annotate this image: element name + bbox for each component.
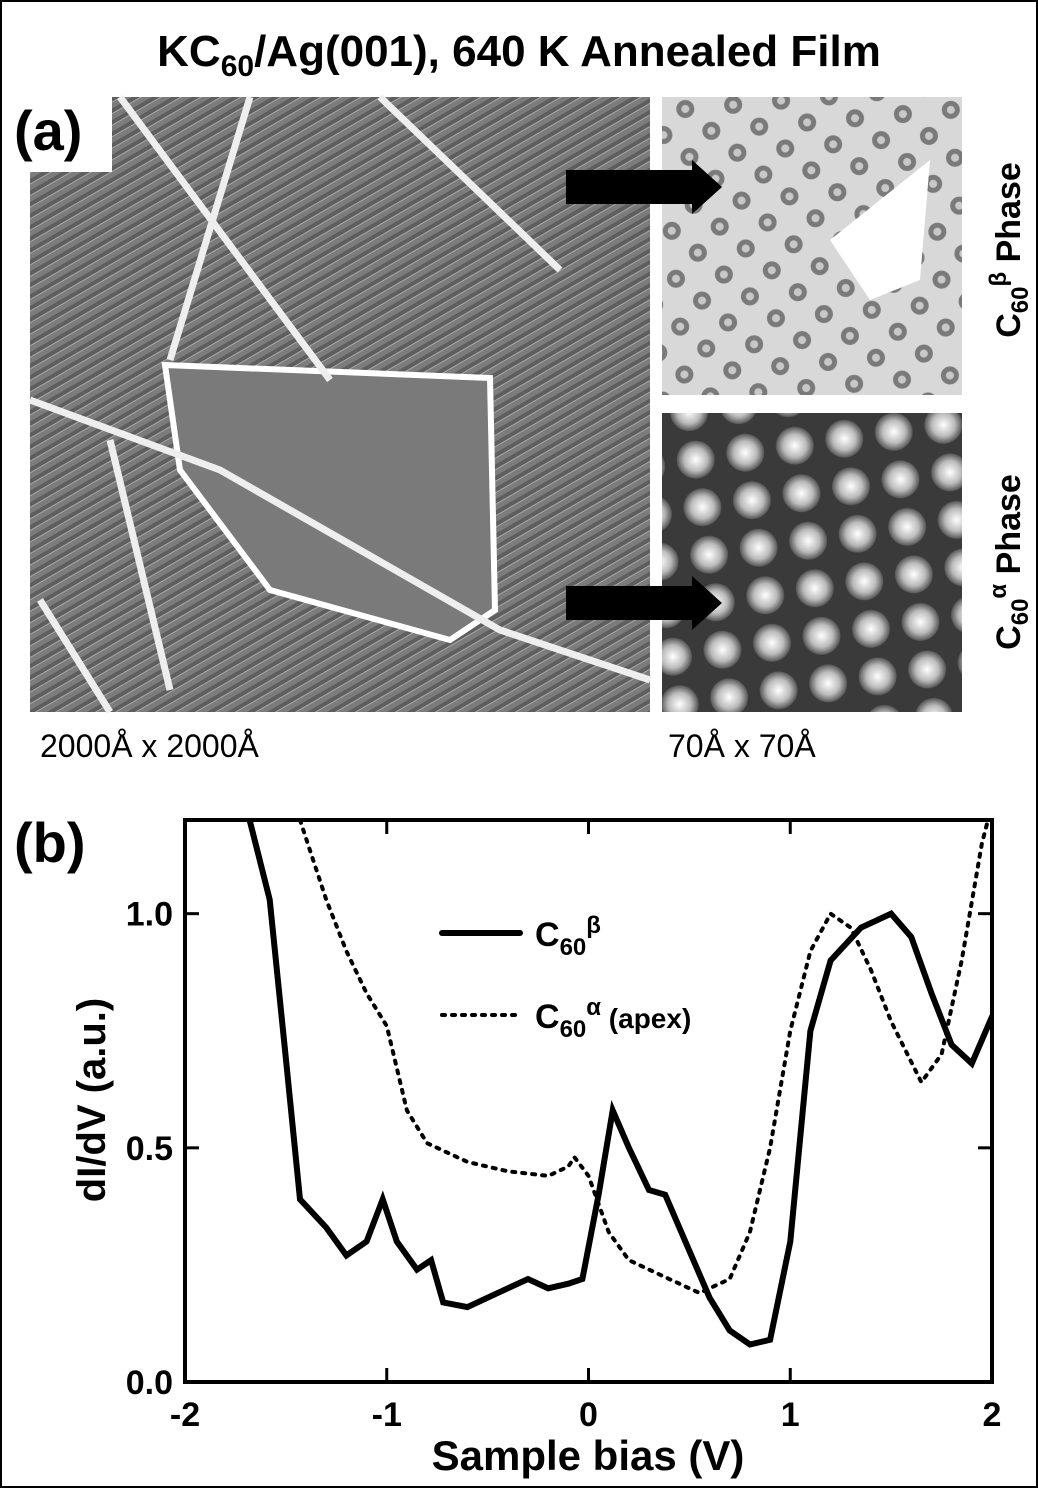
figure: KC60/Ag(001), 640 K Annealed Film (a) 20… xyxy=(0,0,1038,1488)
x-tick-label: 2 xyxy=(983,1396,1002,1434)
panel-label: (b) xyxy=(14,811,86,874)
x-tick-label: 0 xyxy=(579,1396,598,1434)
y-tick-label: 0.5 xyxy=(126,1130,173,1168)
x-tick-label: -1 xyxy=(372,1396,402,1434)
y-tick-label: 0.0 xyxy=(126,1364,173,1402)
title: KC60/Ag(001), 640 K Annealed Film xyxy=(157,27,881,83)
stm-alpha-image xyxy=(662,413,962,712)
caption: 70Å x 70Å xyxy=(668,728,816,764)
caption: 2000Å x 2000Å xyxy=(40,728,260,764)
x-axis-label: Sample bias (V) xyxy=(432,1432,745,1479)
x-tick-label: 1 xyxy=(781,1396,800,1434)
y-tick-label: 1.0 xyxy=(126,896,173,934)
panel-label: (a) xyxy=(14,99,82,162)
y-axis-label: dI/dV (a.u.) xyxy=(70,998,114,1202)
x-tick-label: -2 xyxy=(170,1396,200,1434)
